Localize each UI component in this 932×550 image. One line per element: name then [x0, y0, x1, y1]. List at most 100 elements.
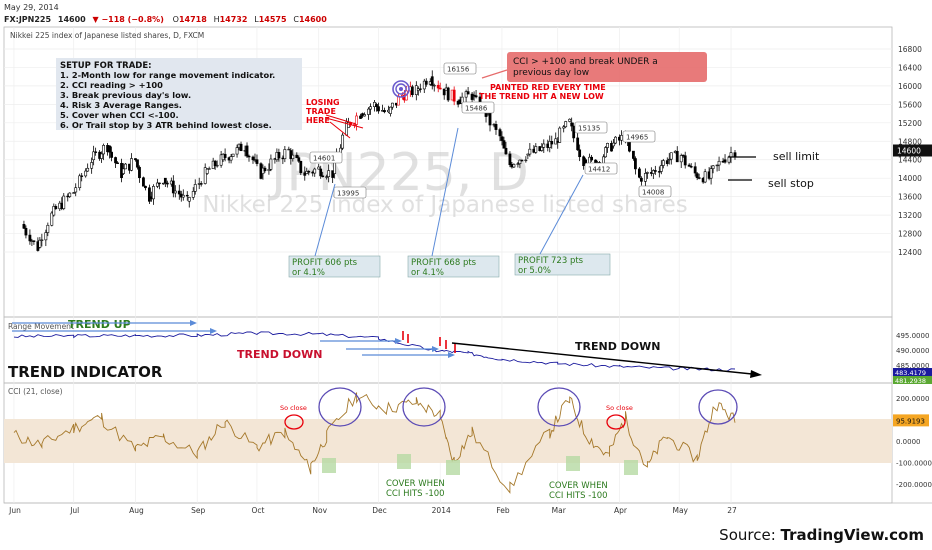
header-date: May 29, 2014 [4, 3, 59, 12]
candle-body [165, 182, 169, 185]
candle-body [612, 142, 615, 147]
candle-body [313, 168, 317, 174]
candle-body [28, 234, 32, 242]
price-axis-label: 16000 [898, 82, 922, 91]
time-axis-label: Dec [372, 506, 387, 515]
candle-body [359, 115, 362, 119]
candle-body [32, 240, 36, 242]
cci-line [13, 392, 736, 494]
header-last: 14600 [58, 15, 86, 24]
candle-body [355, 115, 358, 125]
candle-body [171, 180, 175, 194]
cover-when-2-line-2: CCI HITS -100 [549, 491, 608, 501]
candle-body [191, 191, 195, 198]
candle-body [157, 182, 161, 185]
range-movement-line [13, 331, 736, 372]
candle-body [86, 167, 90, 172]
cci-axis-label: -200.0000 [896, 481, 932, 489]
cci-value-label: 95.9193 [896, 417, 925, 425]
cci-axis-label: 200.0000 [896, 395, 929, 403]
candle-body [436, 84, 440, 89]
setup-line-5: 5. Cover when CCI <-100. [60, 110, 179, 120]
svg-text:FX:JPN225 14600 ▼: FX:JPN225 14600 ▼ −118 (−0.8%) O14718 H1… [4, 15, 327, 24]
candle-body [251, 156, 255, 161]
time-axis-label: Apr [614, 506, 628, 515]
range-axis-label: 485.0000 [896, 362, 929, 370]
setup-box: SETUP FOR TRADE: 1. 2-Month low for rang… [56, 58, 302, 130]
time-axis-label: May [672, 506, 688, 515]
candle-body [78, 175, 82, 188]
candle-body [466, 91, 470, 95]
range-value-label-1: 483.4179 [895, 369, 926, 377]
time-axis-label: Aug [129, 506, 144, 515]
candle-body [643, 173, 647, 182]
price-callout-label: 15486 [465, 105, 488, 113]
price-callout [638, 185, 672, 198]
candle-body [578, 149, 582, 158]
header-open-label: O [173, 15, 179, 24]
header-low: 14575 [259, 15, 287, 24]
candle-body [72, 192, 76, 194]
cci-note-line-1: CCI > +100 and break UNDER a [513, 57, 658, 67]
candle-body [177, 190, 181, 195]
candle-body [697, 177, 701, 179]
price-callout [574, 121, 608, 134]
candle-body [327, 170, 331, 177]
candle-body [634, 158, 637, 170]
candle-body [124, 163, 127, 170]
candle-body [727, 156, 731, 163]
source-prefix: Source: [719, 526, 780, 544]
candle-body [512, 164, 516, 168]
candle-body [524, 159, 528, 162]
candle-body [424, 80, 428, 85]
candle-body [205, 168, 209, 174]
price-callout-label: 14008 [642, 189, 664, 197]
candle-body [432, 84, 436, 87]
trend-down-label-2: TREND DOWN [575, 340, 660, 353]
profit-3-line-1: PROFIT 723 pts [518, 256, 584, 266]
header-close: 14600 [299, 15, 327, 24]
price-axis-label: 15200 [898, 119, 922, 128]
header-high: 14732 [220, 15, 248, 24]
trend-up-arrows [12, 320, 217, 334]
candle-body [526, 153, 530, 156]
candle-body [651, 170, 655, 174]
price-callout-label: 13995 [337, 190, 359, 198]
candle-body [632, 150, 635, 159]
candle-body [687, 164, 691, 167]
sell-stop-label: sell stop [768, 177, 814, 190]
candle-body [74, 187, 78, 193]
candle-body [540, 147, 544, 151]
candle-body [542, 143, 546, 148]
candle-body [110, 151, 113, 158]
header-low-label: L [254, 15, 259, 24]
price-callout [333, 186, 367, 199]
candle-body [193, 184, 197, 192]
candle-body [669, 152, 673, 160]
candle-body [375, 104, 378, 107]
setup-line-6: 6. Or Trail stop by 3 ATR behind lowest … [60, 120, 272, 130]
header-quote: FX:JPN225 14600 ▼ −118 (−0.8%) O14718 H1… [4, 15, 327, 24]
range-panel-label: Range Movement [8, 322, 74, 331]
candle-body [303, 172, 307, 176]
candle-body [667, 158, 671, 161]
header-symbol: FX:JPN225 [4, 15, 52, 24]
candle-body [500, 136, 504, 141]
candle-body [494, 124, 498, 130]
cci-panel-label: CCI (21, close) [8, 387, 63, 396]
candle-body [144, 185, 147, 189]
candle-body [283, 149, 287, 160]
range-value-label-2: 481.2938 [895, 377, 926, 385]
painted-note-2: THE TREND HIT A NEW LOW [479, 92, 604, 101]
price-callout [584, 162, 618, 175]
candle-body [442, 88, 446, 96]
cci-axis-label: -100.0000 [896, 460, 932, 468]
candle-body [40, 239, 44, 241]
candle-body [661, 160, 665, 166]
candle-body [534, 146, 538, 153]
trend-up-label: TREND UP [68, 318, 131, 331]
price-axis-label: 13200 [898, 211, 922, 220]
candle-body [709, 168, 713, 179]
candle-body [267, 169, 271, 172]
